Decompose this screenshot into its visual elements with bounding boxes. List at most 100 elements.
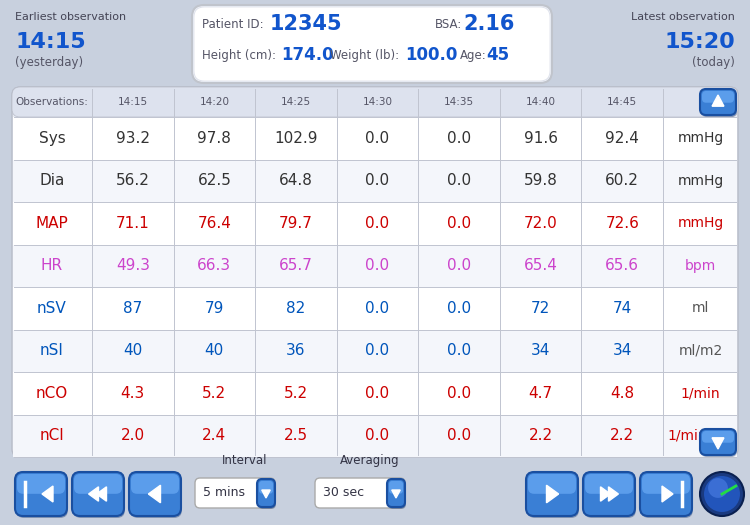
Text: 12345: 12345: [270, 14, 343, 34]
Text: 74: 74: [613, 301, 632, 316]
FancyBboxPatch shape: [131, 474, 179, 494]
Text: nCI: nCI: [40, 428, 64, 443]
FancyBboxPatch shape: [73, 474, 125, 518]
Text: 0.0: 0.0: [365, 428, 389, 443]
Text: 79: 79: [205, 301, 224, 316]
FancyBboxPatch shape: [257, 479, 275, 507]
Polygon shape: [601, 487, 610, 501]
Text: 0.0: 0.0: [447, 216, 471, 231]
Text: 102.9: 102.9: [274, 131, 318, 146]
Text: 65.6: 65.6: [605, 258, 639, 273]
Text: 5 mins: 5 mins: [203, 487, 245, 499]
Text: 91.6: 91.6: [524, 131, 558, 146]
Text: 59.8: 59.8: [524, 173, 557, 188]
Text: 14:15: 14:15: [118, 97, 148, 107]
Polygon shape: [547, 485, 559, 503]
Text: nSI: nSI: [40, 343, 64, 358]
FancyBboxPatch shape: [388, 481, 406, 509]
Text: 66.3: 66.3: [197, 258, 232, 273]
FancyBboxPatch shape: [527, 474, 579, 518]
Text: 87: 87: [123, 301, 142, 316]
Text: 92.4: 92.4: [605, 131, 639, 146]
Text: 4.8: 4.8: [610, 386, 634, 401]
Text: 4.3: 4.3: [121, 386, 145, 401]
Text: 0.0: 0.0: [447, 258, 471, 273]
FancyBboxPatch shape: [16, 474, 68, 518]
Text: 4.7: 4.7: [529, 386, 553, 401]
Text: Earliest observation: Earliest observation: [15, 12, 126, 22]
Text: BSA:: BSA:: [435, 17, 462, 30]
FancyBboxPatch shape: [130, 474, 182, 518]
FancyBboxPatch shape: [585, 474, 633, 494]
Text: 34: 34: [531, 343, 550, 358]
Text: Dia: Dia: [39, 173, 64, 188]
Text: ml: ml: [692, 301, 709, 315]
Text: 0.0: 0.0: [447, 386, 471, 401]
Polygon shape: [608, 487, 619, 501]
FancyBboxPatch shape: [584, 474, 636, 518]
Text: 65.4: 65.4: [524, 258, 557, 273]
Text: 14:25: 14:25: [280, 97, 311, 107]
Text: 14:35: 14:35: [444, 97, 474, 107]
Text: 14:30: 14:30: [362, 97, 392, 107]
Text: Patient ID:: Patient ID:: [202, 17, 264, 30]
FancyBboxPatch shape: [528, 474, 576, 494]
FancyBboxPatch shape: [72, 472, 124, 516]
Bar: [13, 330, 737, 372]
Text: (yesterday): (yesterday): [15, 56, 83, 69]
FancyBboxPatch shape: [74, 474, 122, 494]
Text: ml/m2: ml/m2: [678, 344, 723, 358]
Text: 1/min: 1/min: [681, 386, 720, 400]
Text: 64.8: 64.8: [279, 173, 313, 188]
Text: 2.2: 2.2: [610, 428, 634, 443]
Text: Sys: Sys: [39, 131, 65, 146]
Text: Observations:: Observations:: [16, 97, 88, 107]
Text: 71.1: 71.1: [116, 216, 150, 231]
Polygon shape: [88, 487, 98, 501]
Text: mmHg: mmHg: [677, 131, 724, 145]
Polygon shape: [712, 95, 724, 106]
FancyBboxPatch shape: [258, 481, 276, 509]
Text: 100.0: 100.0: [405, 46, 457, 64]
FancyBboxPatch shape: [15, 472, 67, 516]
Text: 0.0: 0.0: [365, 258, 389, 273]
Text: Latest observation: Latest observation: [632, 12, 735, 22]
Text: 82: 82: [286, 301, 305, 316]
FancyBboxPatch shape: [12, 87, 738, 457]
FancyBboxPatch shape: [583, 472, 635, 516]
Text: 93.2: 93.2: [116, 131, 150, 146]
Text: 0.0: 0.0: [365, 216, 389, 231]
Text: Averaging: Averaging: [340, 454, 400, 467]
FancyBboxPatch shape: [259, 481, 273, 494]
Text: 2.2: 2.2: [529, 428, 553, 443]
Text: HR: HR: [41, 258, 63, 273]
Text: nCO: nCO: [36, 386, 68, 401]
Text: 15:20: 15:20: [664, 32, 735, 52]
Text: 72: 72: [531, 301, 550, 316]
Text: 72.6: 72.6: [605, 216, 639, 231]
Text: 97.8: 97.8: [197, 131, 231, 146]
Text: 2.0: 2.0: [121, 428, 145, 443]
Polygon shape: [262, 490, 270, 498]
FancyBboxPatch shape: [702, 91, 734, 103]
Bar: [13, 372, 737, 415]
FancyBboxPatch shape: [315, 478, 405, 508]
Text: 14:40: 14:40: [526, 97, 556, 107]
Text: 0.0: 0.0: [447, 131, 471, 146]
Text: 36: 36: [286, 343, 306, 358]
Bar: [13, 160, 737, 202]
Polygon shape: [712, 438, 724, 449]
Text: nSV: nSV: [37, 301, 67, 316]
Text: 79.7: 79.7: [279, 216, 313, 231]
Text: 49.3: 49.3: [116, 258, 150, 273]
Bar: [13, 202, 737, 245]
Text: mmHg: mmHg: [677, 216, 724, 230]
FancyBboxPatch shape: [642, 474, 690, 494]
Text: 0.0: 0.0: [447, 173, 471, 188]
Text: 65.7: 65.7: [279, 258, 313, 273]
Text: 0.0: 0.0: [365, 301, 389, 316]
FancyBboxPatch shape: [12, 87, 738, 117]
FancyBboxPatch shape: [701, 91, 737, 117]
FancyBboxPatch shape: [640, 472, 692, 516]
FancyBboxPatch shape: [702, 431, 734, 443]
